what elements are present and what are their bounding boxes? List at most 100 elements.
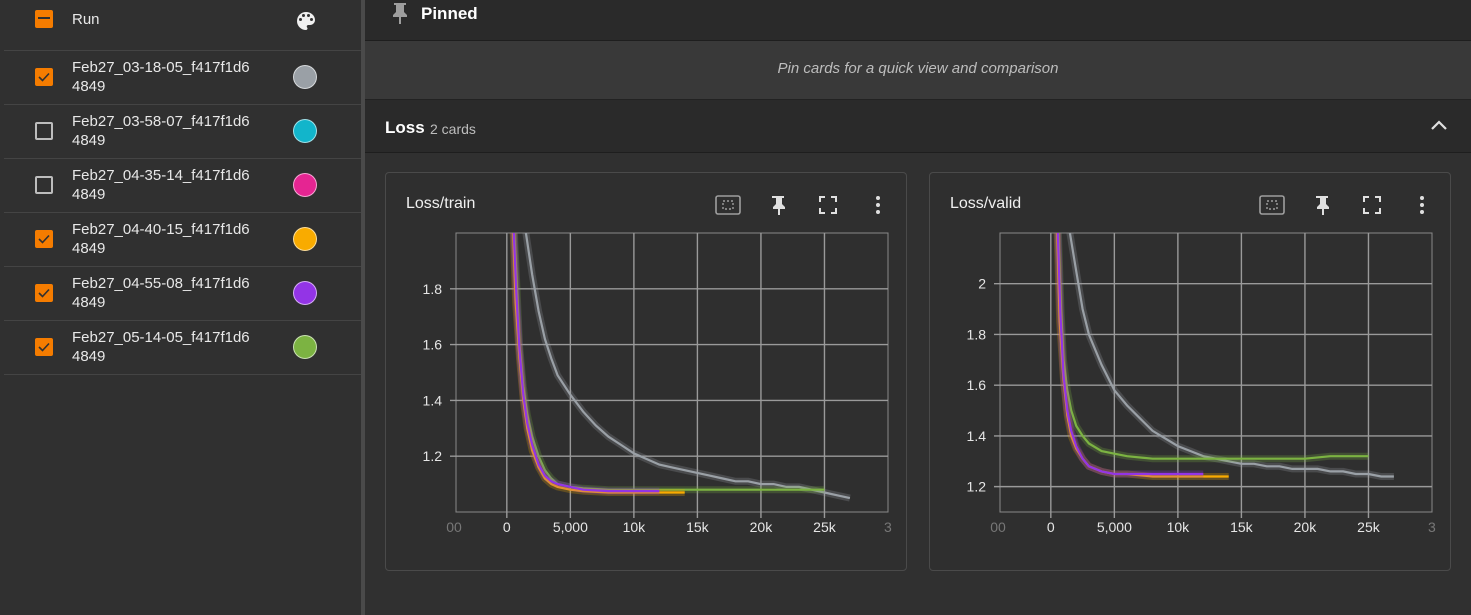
palette-icon[interactable] — [294, 9, 318, 38]
y-tick-label: 1.8 — [423, 281, 443, 297]
y-tick-label: 1.6 — [967, 377, 987, 393]
run-color-swatch[interactable] — [293, 335, 317, 359]
run-name-line1: Feb27_04-55-08_f417f1d6 — [72, 275, 250, 292]
pin-card-icon[interactable] — [1312, 193, 1332, 222]
pinned-empty-area: Pin cards for a quick view and compariso… — [365, 41, 1471, 100]
x-tick-label-clipped: 3 — [884, 519, 892, 535]
plot-area — [455, 232, 889, 513]
x-tick-label-clipped: 3 — [1428, 519, 1436, 535]
run-name-line2: 4849 — [72, 240, 106, 257]
x-tick-label: 0 — [1047, 519, 1055, 535]
run-name-line1: Feb27_04-40-15_f417f1d6 — [72, 221, 250, 238]
run-checkbox[interactable] — [35, 284, 53, 302]
select-all-checkbox[interactable] — [35, 10, 53, 28]
run-row[interactable]: Feb27_04-55-08_f417f1d6 4849 — [4, 267, 361, 321]
x-tick-label: 20k — [1294, 519, 1318, 535]
series-line — [1057, 233, 1369, 460]
run-name: Feb27_03-58-07_f417f1d6 4849 — [72, 112, 250, 150]
x-tick-label: 15k — [686, 519, 710, 535]
run-checkbox[interactable] — [35, 230, 53, 248]
run-name: Feb27_04-35-14_f417f1d6 4849 — [72, 166, 250, 204]
run-color-swatch[interactable] — [293, 173, 317, 197]
loss-group-header[interactable]: Loss 2 cards — [365, 100, 1471, 153]
sidebar-splitter[interactable] — [361, 0, 365, 615]
card-loss-train: Loss/train 0 5,000 10k 15k 20k 25k 00 3 1.8 1.6 1.… — [385, 172, 907, 571]
run-name-line2: 4849 — [72, 132, 106, 149]
fit-domain-icon[interactable] — [1258, 193, 1286, 222]
run-name-line1: Feb27_03-18-05_f417f1d6 — [72, 59, 250, 76]
run-name-line2: 4849 — [72, 186, 106, 203]
run-name-line2: 4849 — [72, 348, 106, 365]
loss-train-chart[interactable]: 0 5,000 10k 15k 20k 25k 00 3 1.8 1.6 1.4 1.2 — [386, 173, 906, 570]
more-vert-icon[interactable] — [1412, 193, 1432, 222]
series-line — [512, 233, 660, 493]
y-tick-label: 1.2 — [967, 479, 987, 495]
x-tick-label: 15k — [1230, 519, 1254, 535]
run-color-swatch[interactable] — [293, 119, 317, 143]
pin-icon — [389, 1, 411, 30]
run-row[interactable]: Feb27_03-58-07_f417f1d6 4849 — [4, 105, 361, 159]
run-name-line1: Feb27_03-58-07_f417f1d6 — [72, 113, 250, 130]
x-tick-label: 10k — [623, 519, 647, 535]
fullscreen-icon[interactable] — [1360, 193, 1384, 222]
pin-card-icon[interactable] — [768, 193, 788, 222]
main-panel: Pinned Pin cards for a quick view and co… — [365, 0, 1471, 615]
run-name: Feb27_03-18-05_f417f1d6 4849 — [72, 58, 250, 96]
fit-domain-icon[interactable] — [714, 193, 742, 222]
run-name-line2: 4849 — [72, 294, 106, 311]
fullscreen-icon[interactable] — [816, 193, 840, 222]
runs-header-label: Run — [72, 11, 100, 28]
run-name-line1: Feb27_04-35-14_f417f1d6 — [72, 167, 250, 184]
run-color-swatch[interactable] — [293, 227, 317, 251]
series-halo — [522, 233, 851, 502]
run-name-line2: 4849 — [72, 78, 106, 95]
run-checkbox[interactable] — [35, 122, 53, 140]
y-tick-label: 1.4 — [967, 428, 987, 444]
pinned-header: Pinned — [365, 0, 1471, 41]
y-tick-label: 2 — [978, 276, 986, 292]
run-checkbox[interactable] — [35, 176, 53, 194]
x-tick-label-clipped: 00 — [990, 519, 1006, 535]
y-tick-label: 1.6 — [423, 337, 443, 353]
series-halo — [510, 233, 825, 494]
pinned-empty-message: Pin cards for a quick view and compariso… — [777, 60, 1059, 77]
run-row[interactable]: Feb27_03-18-05_f417f1d6 4849 — [4, 51, 361, 105]
run-checkbox[interactable] — [35, 338, 53, 356]
chevron-up-icon[interactable] — [1429, 116, 1449, 141]
series-line — [524, 233, 851, 500]
x-tick-label: 0 — [503, 519, 511, 535]
run-name: Feb27_05-14-05_f417f1d6 4849 — [72, 328, 250, 366]
card-title: Loss/train — [406, 195, 476, 212]
run-color-swatch[interactable] — [293, 281, 317, 305]
x-tick-label-clipped: 00 — [446, 519, 462, 535]
series-halo — [1054, 233, 1369, 463]
series-halo — [1066, 233, 1394, 480]
card-loss-valid: Loss/valid 0 5,000 10k 15k 20k 25k 00 3 2 1.8 1.6 1… — [929, 172, 1451, 571]
run-name: Feb27_04-40-15_f417f1d6 4849 — [72, 220, 250, 258]
run-name-line1: Feb27_05-14-05_f417f1d6 — [72, 329, 250, 346]
series-line — [1068, 233, 1394, 478]
group-card-count: 2 cards — [430, 121, 476, 137]
loss-valid-chart[interactable]: 0 5,000 10k 15k 20k 25k 00 3 2 1.8 1.6 1.4 1.2 — [930, 173, 1450, 570]
run-name: Feb27_04-55-08_f417f1d6 4849 — [72, 274, 250, 312]
x-tick-label: 25k — [813, 519, 837, 535]
run-checkbox[interactable] — [35, 68, 53, 86]
group-title: Loss — [385, 118, 425, 137]
x-tick-label: 5,000 — [553, 519, 588, 535]
runs-header-row: Run — [4, 0, 361, 51]
series-halo — [1054, 233, 1204, 478]
run-color-swatch[interactable] — [293, 65, 317, 89]
plot-area — [999, 232, 1433, 513]
card-title: Loss/valid — [950, 195, 1022, 212]
x-tick-label: 25k — [1357, 519, 1381, 535]
more-vert-icon[interactable] — [868, 193, 888, 222]
run-row[interactable]: Feb27_04-35-14_f417f1d6 4849 — [4, 159, 361, 213]
pinned-title: Pinned — [421, 4, 478, 23]
x-tick-label: 10k — [1167, 519, 1191, 535]
series-line — [1056, 233, 1204, 476]
series-line — [513, 233, 825, 491]
y-tick-label: 1.8 — [967, 326, 987, 342]
run-row[interactable]: Feb27_04-40-15_f417f1d6 4849 — [4, 213, 361, 267]
run-row[interactable]: Feb27_05-14-05_f417f1d6 4849 — [4, 321, 361, 375]
x-tick-label: 5,000 — [1097, 519, 1132, 535]
